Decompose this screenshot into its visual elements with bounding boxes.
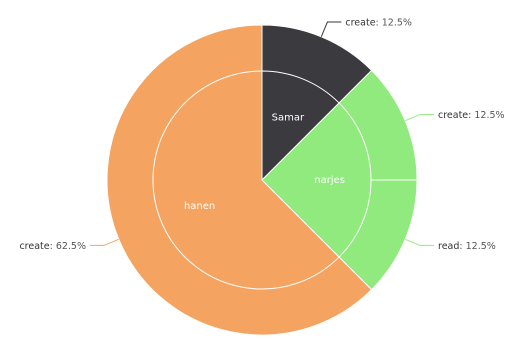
inner-slice-narjes[interactable] — [261, 102, 372, 258]
callout-label-narjes-read: read: 12.5% — [438, 241, 496, 252]
inner-label-samar: Samar — [272, 113, 305, 124]
callout-connector-narjes-read — [405, 238, 434, 246]
callout-label-narjes-create: create: 12.5% — [438, 110, 505, 121]
inner-labels: Samar narjes hanen — [184, 113, 345, 212]
inner-ring — [152, 70, 372, 290]
callout-labels: create: 12.5% create: 12.5% read: 12.5% cre… — [19, 18, 504, 252]
callout-label-hanen-create: create: 62.5% — [19, 241, 86, 252]
inner-slice-samar[interactable] — [261, 70, 340, 182]
callout-label-samar-create: create: 12.5% — [345, 18, 412, 29]
inner-slice-hanen[interactable] — [152, 70, 340, 290]
inner-label-hanen: hanen — [184, 201, 215, 212]
callout-connector-narjes-create — [405, 114, 434, 122]
callout-connector-samar-create — [320, 21, 342, 37]
callout-connector-hanen-create — [90, 238, 119, 246]
inner-label-narjes: narjes — [314, 175, 345, 186]
